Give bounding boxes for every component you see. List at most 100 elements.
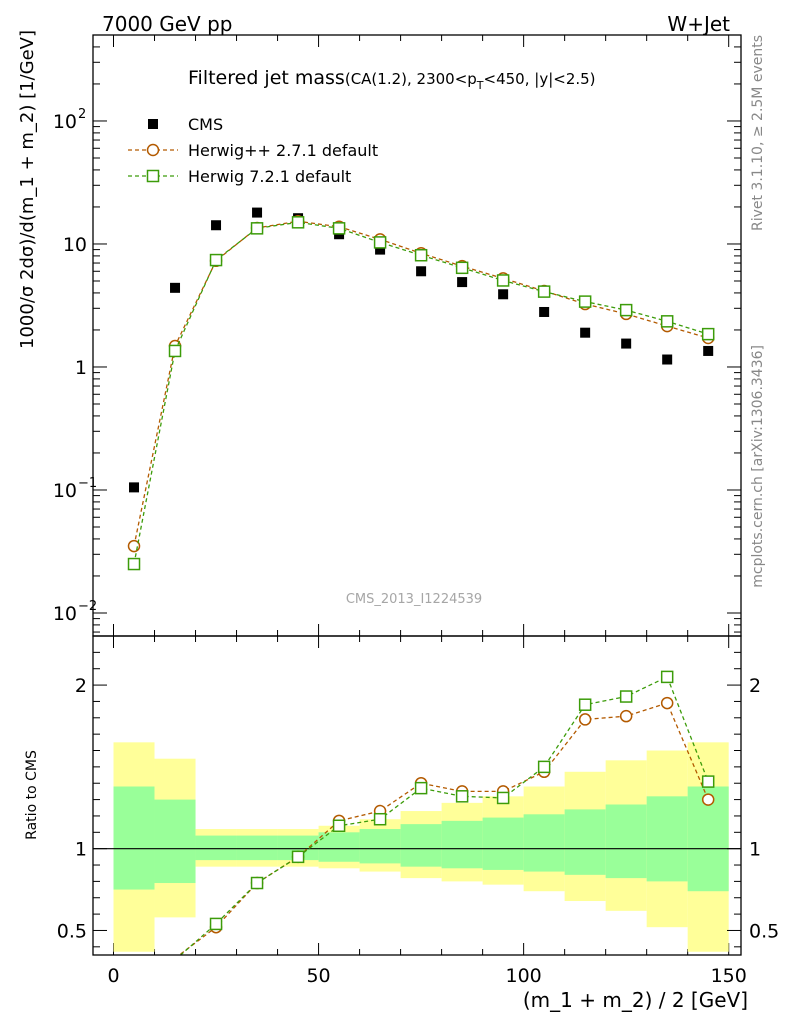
- title-cut-a: (CA(1.2), 2300<p: [345, 70, 477, 88]
- watermark-label: CMS_2013_I1224539: [346, 592, 482, 607]
- data-point: [619, 690, 633, 703]
- title-cut-sub: T: [476, 79, 484, 92]
- data-point: [498, 289, 509, 300]
- y-tick-label-right: 1: [749, 839, 761, 861]
- series-line: [133, 221, 709, 565]
- data-point: [660, 315, 674, 328]
- uncertainty-band-inner: [482, 817, 524, 870]
- uncertainty-band-inner: [113, 786, 155, 890]
- x-tick-label: 0: [107, 965, 119, 987]
- data-point: [703, 345, 714, 356]
- ratio-y-axis-label: Ratio to CMS: [24, 750, 40, 840]
- data-point: [127, 557, 141, 571]
- data-point: [701, 775, 715, 788]
- series-line: [179, 676, 709, 955]
- header-right-label: W+Jet: [667, 12, 730, 36]
- y-tick-label: 0.5: [57, 920, 87, 942]
- legend-label: Herwig++ 2.7.1 default: [188, 141, 378, 160]
- data-point: [373, 236, 387, 249]
- data-point: [662, 354, 673, 365]
- main-title: Filtered jet mass(CA(1.2), 2300<pT<450, …: [188, 67, 596, 92]
- y-tick-exponent: −1: [78, 476, 97, 491]
- data-point: [701, 327, 715, 341]
- y-tick-label: 1: [75, 357, 87, 379]
- x-tick-label: 100: [506, 965, 542, 987]
- data-point: [252, 207, 263, 218]
- data-point: [416, 266, 427, 277]
- data-point: [414, 248, 428, 262]
- data-point: [373, 812, 387, 826]
- y-tick-exponent: −2: [78, 599, 97, 614]
- rivet-label: Rivet 3.1.10, ≥ 2.5M events: [750, 35, 766, 231]
- data-point: [619, 303, 633, 317]
- data-point: [332, 819, 346, 833]
- data-point: [455, 790, 469, 803]
- main-y-axis-label: 1000/σ 2dσ)/d(m_1 + m_2) [1/GeV]: [17, 30, 38, 349]
- y-tick-label-right: 2: [749, 675, 761, 697]
- data-point: [146, 143, 160, 157]
- data-point: [170, 282, 181, 293]
- data-point: [660, 670, 674, 684]
- data-point: [291, 216, 305, 229]
- data-point: [168, 344, 182, 358]
- data-point: [250, 222, 264, 235]
- data-point: [537, 760, 551, 774]
- y-tick-label: 10: [53, 480, 77, 502]
- uncertainty-band-inner: [195, 835, 237, 861]
- y-tick-exponent: 2: [78, 107, 86, 122]
- data-point: [660, 696, 674, 710]
- data-point: [455, 261, 469, 275]
- data-point: [209, 253, 223, 267]
- data-point: [578, 295, 592, 308]
- data-point: [148, 119, 158, 129]
- legend-label: CMS: [188, 115, 223, 134]
- legend-label: Herwig 7.2.1 default: [188, 167, 351, 186]
- ratio-frame: [92, 635, 742, 956]
- data-point: [457, 277, 468, 288]
- legend: CMS Herwig++ 2.7.1 default Herwig 7.2.1 de…: [128, 115, 378, 186]
- y-tick-label: 1: [75, 839, 87, 861]
- data-point: [332, 222, 346, 235]
- y-tick-label: 10: [53, 603, 77, 625]
- x-axis-label: (m_1 + m_2) / 2 [GeV]: [523, 988, 748, 1012]
- title-cut-b: <450, |y|<2.5): [484, 70, 596, 88]
- uncertainty-band-inner: [523, 814, 565, 872]
- data-point: [619, 709, 633, 723]
- data-point: [211, 220, 222, 231]
- data-point: [496, 274, 510, 287]
- uncertainty-band-inner: [605, 804, 647, 879]
- data-point: [250, 876, 264, 890]
- data-point: [701, 793, 715, 806]
- data-point: [578, 698, 592, 711]
- uncertainty-band-inner: [564, 809, 606, 875]
- uncertainty-band-inner: [359, 829, 401, 864]
- data-point: [539, 306, 550, 317]
- data-point: [146, 169, 160, 183]
- uncertainty-band-inner: [154, 799, 196, 884]
- uncertainty-band-inner: [318, 832, 360, 862]
- data-point: [537, 285, 551, 298]
- uncertainty-band-inner: [236, 835, 278, 861]
- uncertainty-band-inner: [441, 820, 483, 869]
- x-tick-label: 150: [711, 965, 747, 987]
- data-point: [496, 791, 510, 805]
- ratio-panel: 0 50 100 150 0.5 0.5 1 1 2 2: [57, 635, 779, 987]
- y-tick-label-right: 0.5: [749, 920, 779, 942]
- data-point: [129, 482, 140, 493]
- uncertainty-band-inner: [400, 824, 442, 867]
- y-tick-label: 10: [53, 111, 77, 133]
- data-point: [578, 713, 592, 726]
- x-tick-label: 50: [306, 965, 330, 987]
- uncertainty-band-inner: [646, 796, 688, 882]
- data-point: [414, 781, 428, 795]
- data-point: [209, 917, 223, 931]
- title-main: Filtered jet mass: [188, 67, 345, 89]
- data-point: [580, 327, 591, 338]
- data-point: [291, 850, 305, 864]
- data-point: [621, 338, 632, 349]
- data-point: [375, 244, 386, 255]
- mcplots-label: mcplots.cern.ch [arXiv:1306.3436]: [750, 345, 766, 588]
- header-left-label: 7000 GeV pp: [102, 12, 233, 36]
